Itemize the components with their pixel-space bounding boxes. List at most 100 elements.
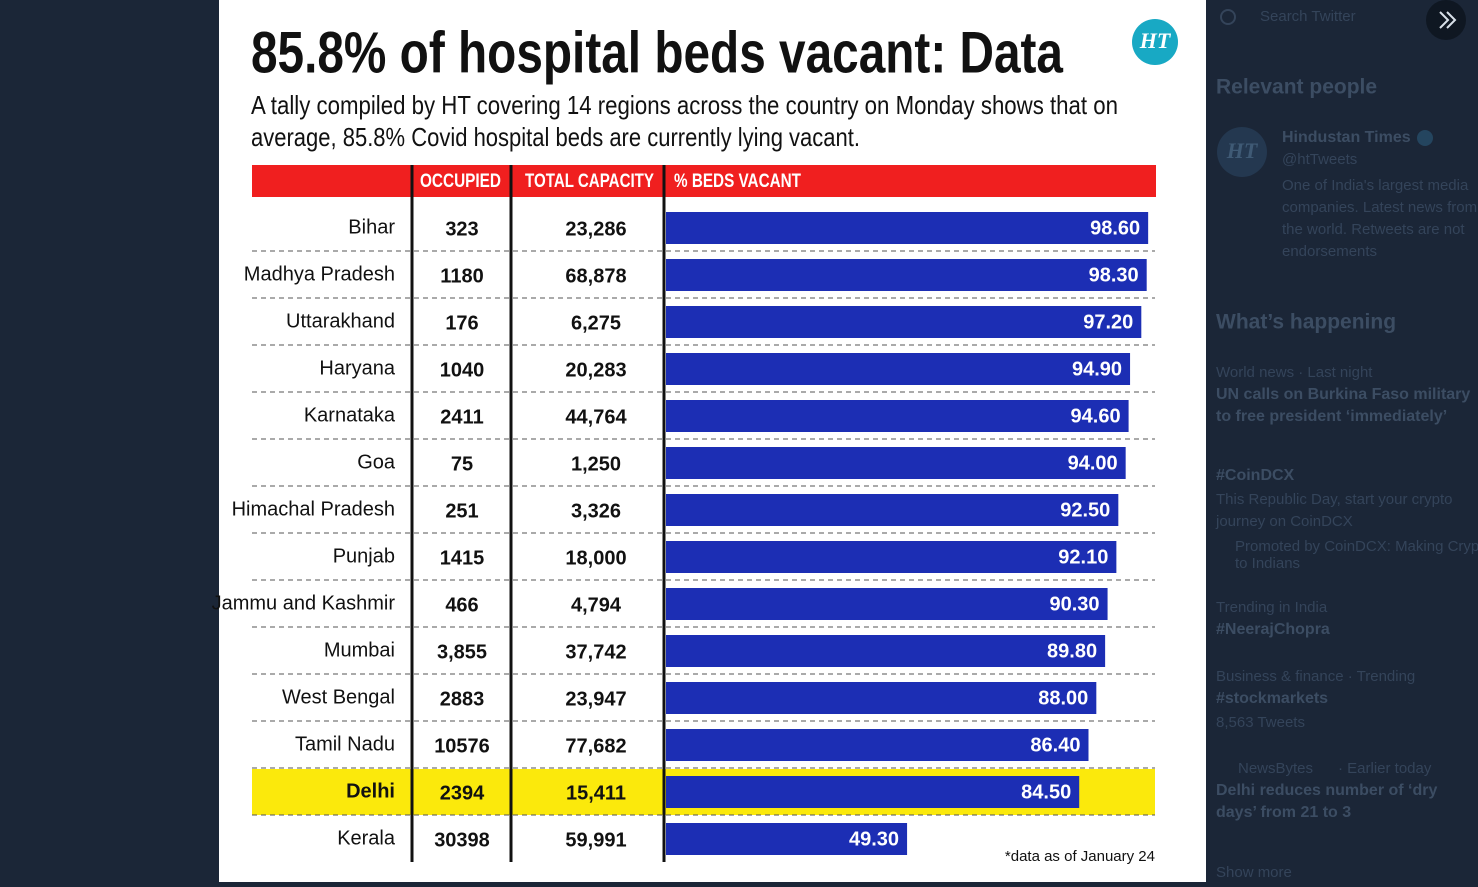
occupied-cell: 2394	[440, 782, 485, 804]
trend-meta[interactable]: #CoinDCX	[1216, 467, 1295, 484]
occupied-cell: 323	[445, 218, 478, 240]
bar	[666, 541, 1117, 573]
avatar-logo: HT	[1226, 138, 1259, 163]
region-label: Delhi	[346, 780, 395, 802]
logo	[1132, 19, 1178, 65]
region-label: Haryana	[319, 357, 395, 379]
section-heading: What’s happening	[1216, 311, 1396, 334]
bar-label: 89.80	[1047, 640, 1097, 662]
region-label: Bihar	[348, 216, 395, 238]
bar-label: 90.30	[1050, 593, 1100, 615]
person-handle[interactable]: @htTweets	[1282, 151, 1357, 168]
trend-time: · Earlier today	[1338, 760, 1432, 777]
capacity-cell: 20,283	[565, 359, 626, 381]
person-bio: companies. Latest news from	[1282, 199, 1477, 216]
trend-title[interactable]: Delhi reduces number of ‘dry	[1216, 782, 1437, 799]
footnote: *data as of January 24	[1005, 848, 1155, 865]
collapse-icon	[1439, 11, 1457, 29]
capacity-cell: 37,742	[565, 641, 626, 663]
region-label: Punjab	[333, 545, 395, 567]
person-bio: One of India's largest media	[1282, 177, 1469, 194]
trend-title[interactable]: journey on CoinDCX	[1215, 513, 1353, 530]
occupied-cell: 30398	[434, 829, 490, 851]
trend-title[interactable]: UN calls on Burkina Faso military	[1216, 386, 1470, 403]
capacity-cell: 44,764	[565, 406, 627, 428]
capacity-cell: 18,000	[565, 547, 626, 569]
person-bio: the world. Retweets are not	[1282, 221, 1465, 238]
trend-title[interactable]: to free president ‘immediately’	[1216, 408, 1447, 425]
occupied-cell: 176	[445, 312, 478, 334]
region-label: West Bengal	[282, 686, 395, 708]
column-header: % BEDS VACANT	[674, 171, 801, 192]
bar-label: 84.50	[1021, 781, 1071, 803]
occupied-cell: 251	[445, 500, 478, 522]
column-header: TOTAL CAPACITY	[525, 171, 654, 192]
search-icon	[1220, 9, 1236, 25]
region-label: Kerala	[337, 827, 396, 849]
infographic-title: 85.8% of hospital beds vacant: Data	[251, 20, 1064, 85]
trend-title[interactable]: days’ from 21 to 3	[1216, 804, 1351, 821]
capacity-cell: 59,991	[565, 829, 626, 851]
bar-label: 92.10	[1058, 546, 1108, 568]
bar-label: 98.60	[1090, 217, 1140, 239]
bar	[666, 447, 1126, 479]
capacity-cell: 1,250	[571, 453, 621, 475]
region-label: Karnataka	[304, 404, 396, 426]
trend-title[interactable]: #stockmarkets	[1216, 690, 1328, 707]
trend-meta[interactable]: Business & finance · Trending	[1216, 668, 1415, 685]
header-bar	[252, 165, 1156, 197]
bar-label: 98.30	[1089, 264, 1139, 286]
bar-label: 94.60	[1071, 405, 1121, 427]
bar	[666, 306, 1142, 338]
subtitle: average, 85.8% Covid hospital beds are c…	[251, 122, 860, 152]
show-more[interactable]: Show more	[1216, 864, 1292, 881]
capacity-cell: 3,326	[571, 500, 621, 522]
bar-label: 97.20	[1083, 311, 1133, 333]
trend-title[interactable]: This Republic Day, start your crypto	[1216, 491, 1452, 508]
trend-meta[interactable]: NewsBytes	[1238, 760, 1313, 777]
trend-count: 8,563 Tweets	[1216, 714, 1305, 731]
bar	[666, 259, 1147, 291]
column-header: OCCUPIED	[420, 171, 501, 192]
capacity-cell: 6,275	[571, 312, 621, 334]
bar-label: 88.00	[1038, 687, 1088, 709]
region-label: Jammu and Kashmir	[212, 592, 396, 614]
occupied-cell: 2883	[440, 688, 485, 710]
occupied-cell: 1180	[440, 265, 483, 287]
section-heading: Relevant people	[1216, 76, 1377, 99]
region-label: Himachal Pradesh	[232, 498, 395, 520]
trend-promo: Promoted by CoinDCX: Making Crypto	[1235, 538, 1478, 555]
bar	[666, 494, 1119, 526]
bar	[666, 588, 1108, 620]
bar	[666, 400, 1129, 432]
region-label: Tamil Nadu	[295, 733, 395, 755]
trend-title[interactable]: #NeerajChopra	[1216, 621, 1330, 638]
search-box[interactable]: Search Twitter	[1260, 8, 1356, 25]
trend-meta[interactable]: Trending in India	[1216, 599, 1328, 616]
bar	[666, 823, 908, 855]
region-label: Uttarakhand	[286, 310, 395, 332]
capacity-cell: 77,682	[565, 735, 626, 757]
capacity-cell: 15,411	[566, 782, 626, 804]
bar	[666, 635, 1106, 667]
logo-text: HT	[1139, 28, 1172, 53]
occupied-cell: 1040	[440, 359, 485, 381]
collapse-button[interactable]	[1426, 0, 1466, 40]
avatar[interactable]	[1217, 127, 1267, 177]
bar-label: 92.50	[1060, 499, 1110, 521]
bar	[666, 353, 1131, 385]
bar	[666, 729, 1089, 761]
capacity-cell: 4,794	[571, 594, 622, 616]
capacity-cell: 23,286	[565, 218, 626, 240]
bar-label: 86.40	[1030, 734, 1080, 756]
person-name[interactable]: Hindustan Times	[1282, 129, 1411, 146]
person-bio: endorsements	[1282, 243, 1377, 260]
occupied-cell: 1415	[440, 547, 485, 569]
region-label: Madhya Pradesh	[244, 263, 395, 285]
trend-promo: to Indians	[1235, 555, 1300, 572]
region-label: Mumbai	[324, 639, 395, 661]
capacity-cell: 68,878	[565, 265, 626, 287]
bar-label: 94.90	[1072, 358, 1122, 380]
trend-meta[interactable]: World news · Last night	[1216, 364, 1373, 381]
